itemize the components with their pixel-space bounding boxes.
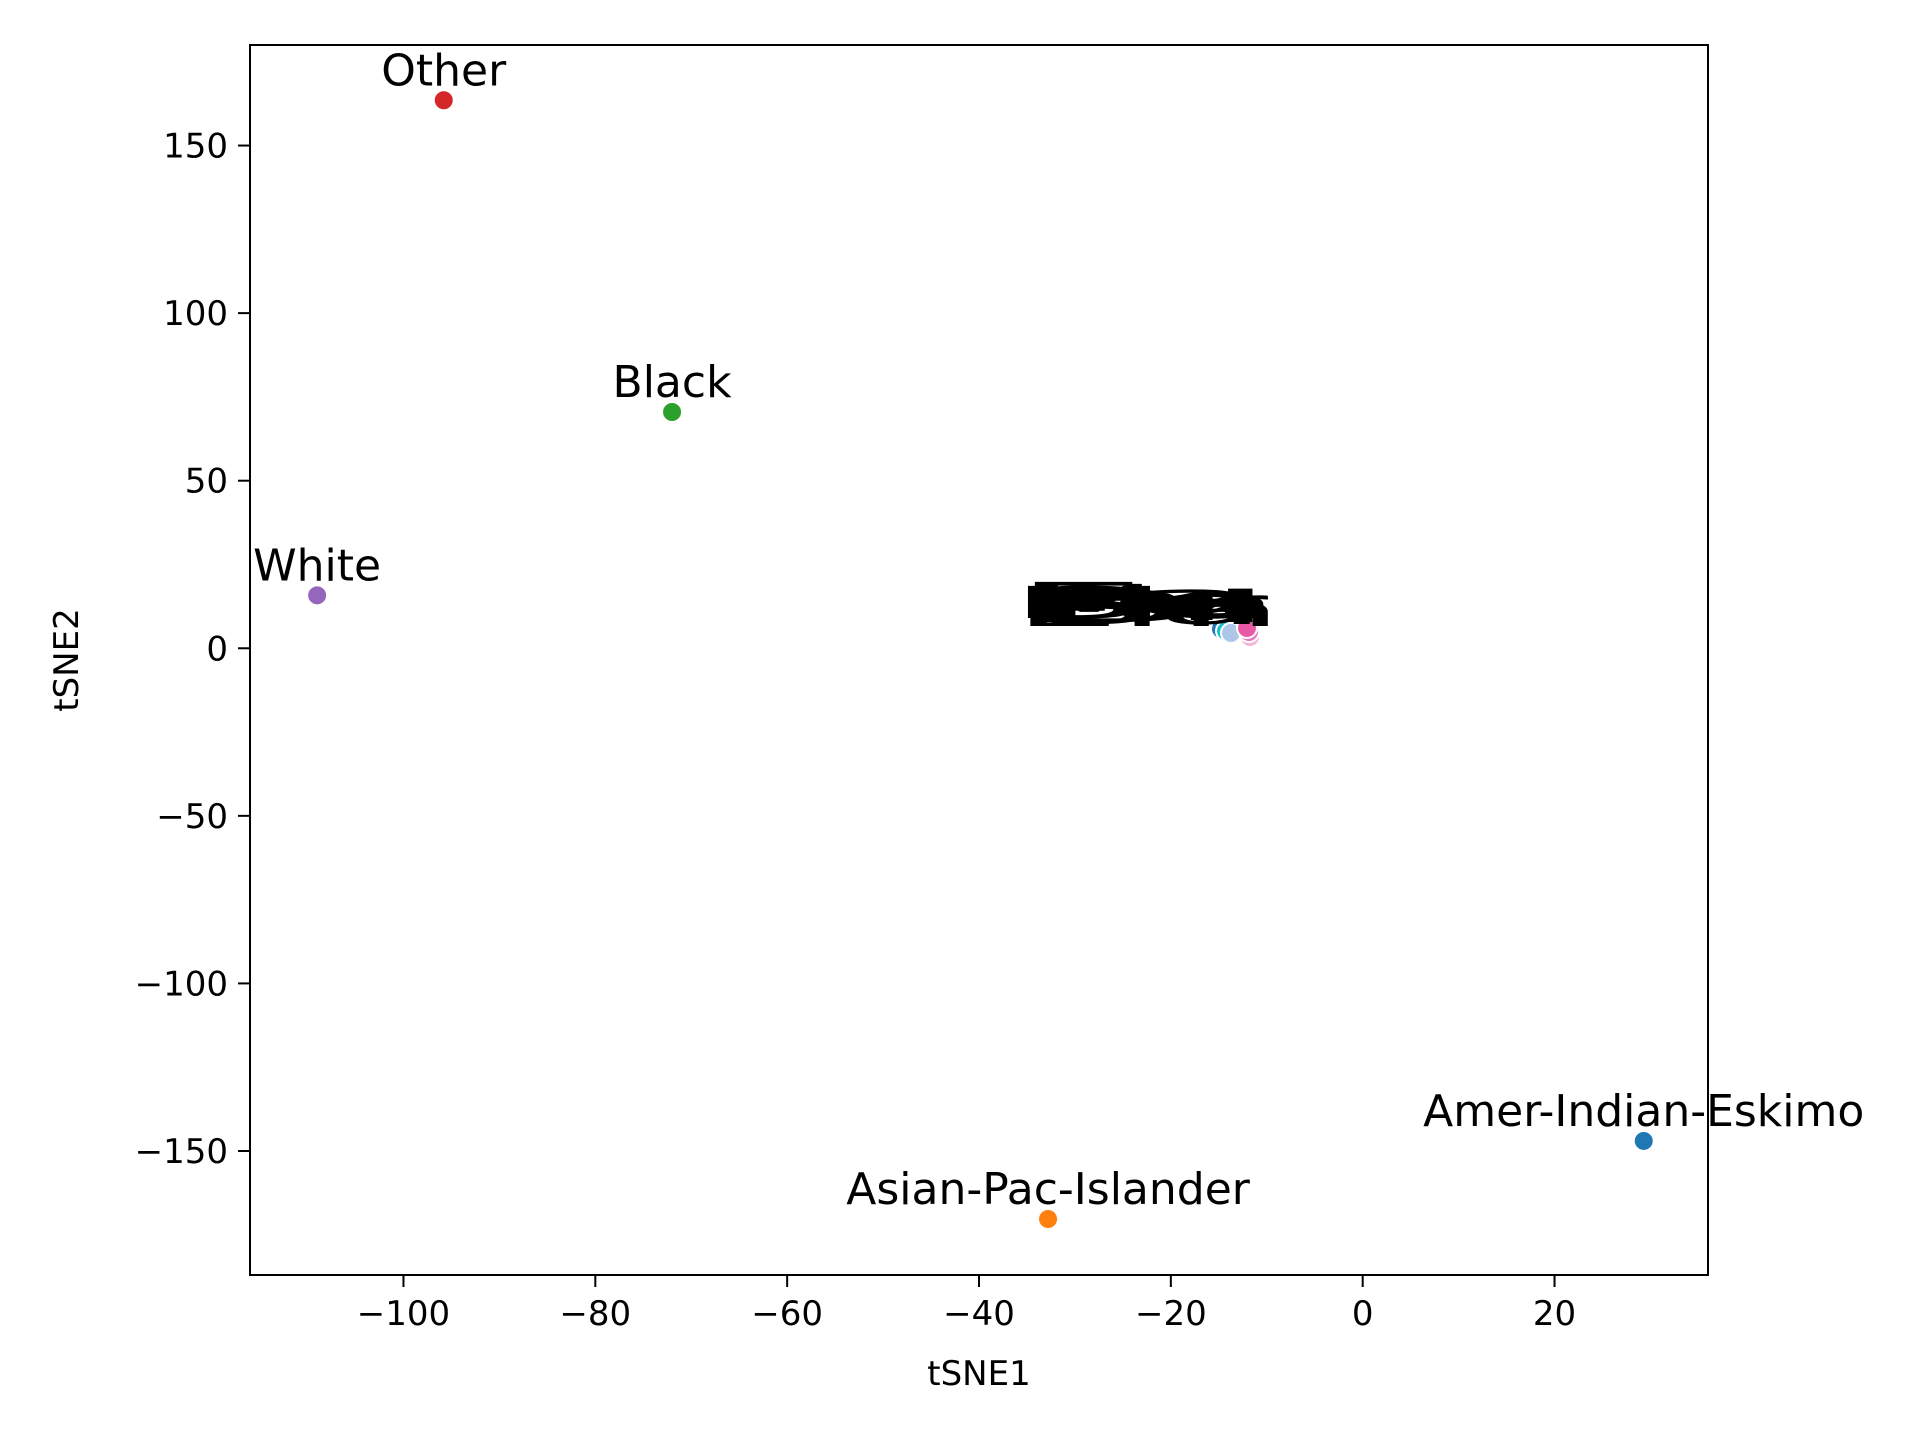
x-axis-ticks: −100 −80 −60 −40 −20 0 20 <box>357 1275 1576 1334</box>
data-point-asian-pac-islander <box>1037 1208 1060 1231</box>
data-points-layer <box>306 89 1655 1231</box>
data-point-white <box>306 584 329 607</box>
cluster-label-glyph-7: Ba <box>1034 584 1266 635</box>
point-labels-layer: Other Black White Amer-Indian-Eskimo Asian-P… <box>253 45 1864 1215</box>
point-label-amer-indian-eskimo: Amer-Indian-Eskimo <box>1423 1086 1864 1137</box>
y-tick-label: 50 <box>185 462 228 502</box>
x-tick-label: 0 <box>1352 1294 1374 1334</box>
y-tick-label: 150 <box>163 127 228 167</box>
cluster-point-hotpink <box>1236 617 1258 639</box>
x-tick-label: −100 <box>357 1294 450 1334</box>
cluster-label-glyph-5: Pr <box>1028 580 1273 631</box>
cluster-label-glyph-1: Ma <box>1010 578 1280 629</box>
plot-area <box>250 45 1708 1275</box>
y-axis-ticks: −150 −100 −50 0 50 100 150 <box>135 127 250 1172</box>
cluster-label-glyph-8: Se <box>1020 578 1265 629</box>
point-label-other: Other <box>381 45 507 96</box>
y-tick-label: −100 <box>135 964 228 1004</box>
y-tick-label: −50 <box>156 797 228 837</box>
x-tick-label: −80 <box>559 1294 631 1334</box>
data-point-other <box>432 89 455 112</box>
point-label-white: White <box>253 540 381 591</box>
cluster-label-glyph-3: Ho <box>1022 576 1272 627</box>
x-tick-label: 20 <box>1533 1294 1576 1334</box>
data-point-amer-indian-eskimo <box>1632 1129 1655 1152</box>
x-tick-label: −20 <box>1135 1294 1207 1334</box>
point-label-black: Black <box>613 357 733 408</box>
y-axis-label: tSNE2 <box>47 608 87 711</box>
y-tick-label: 100 <box>163 294 228 334</box>
cluster-label-glyph-4: Em <box>1014 586 1282 637</box>
x-tick-label: −60 <box>751 1294 823 1334</box>
overlapping-cluster: Ma Bl Ho Em Pr Fa Ba Se <box>1010 574 1282 648</box>
data-point-black <box>661 400 684 423</box>
point-label-asian-pac-islander: Asian-Pac-Islander <box>846 1164 1251 1215</box>
y-tick-label: −150 <box>135 1132 228 1172</box>
cluster-label-glyph-6: Fa <box>1012 574 1267 625</box>
y-tick-label: 0 <box>206 629 228 669</box>
x-tick-label: −40 <box>943 1294 1015 1334</box>
cluster-label-glyph-2: Bl <box>1016 582 1278 633</box>
x-axis-label: tSNE1 <box>927 1354 1030 1394</box>
cluster-overlapping-labels: Ma Bl Ho Em Pr Fa Ba Se <box>1010 574 1282 637</box>
